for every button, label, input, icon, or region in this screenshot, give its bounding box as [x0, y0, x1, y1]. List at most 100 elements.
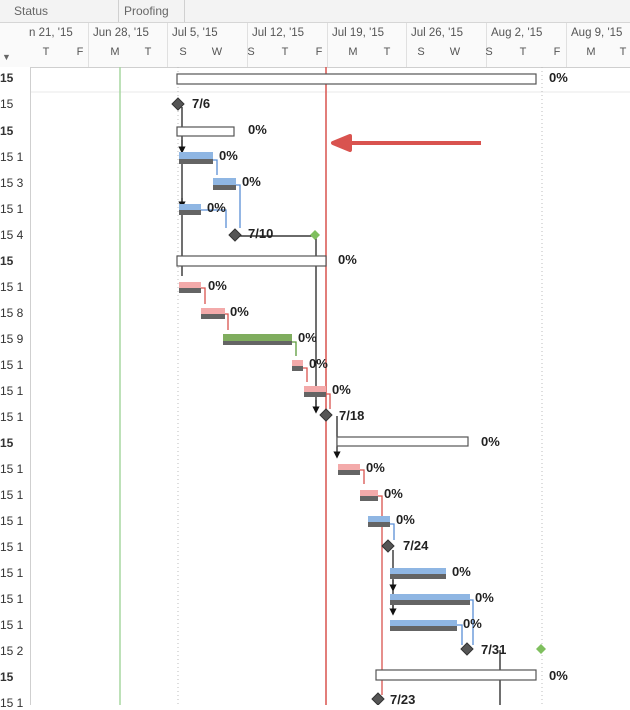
row-id[interactable]: 15 1	[0, 540, 24, 554]
timescale[interactable]: n 21, '15 Jun 28, '15 Jul 5, '15 Jul 12,…	[0, 23, 630, 68]
task-bar-blue[interactable]	[390, 620, 457, 626]
row-id[interactable]: 15	[0, 124, 14, 138]
summary-bar[interactable]	[336, 436, 469, 447]
row-id[interactable]: 15 1	[0, 592, 24, 606]
row-id[interactable]: 15 9	[0, 332, 24, 346]
task-bar-pink[interactable]	[179, 282, 201, 288]
chevron-down-icon[interactable]: ▼	[2, 52, 11, 62]
progress-bar	[390, 574, 446, 579]
task-bar-pink[interactable]	[338, 464, 360, 470]
row-id[interactable]: 15 2	[0, 644, 24, 658]
milestone-date: 7/24	[403, 538, 429, 553]
day-label: M	[110, 46, 120, 58]
row-id[interactable]: 15 1	[0, 618, 24, 632]
row-id[interactable]: 15 3	[0, 176, 24, 190]
task-bar-pink[interactable]	[304, 386, 326, 392]
deadline-marker[interactable]	[310, 230, 320, 240]
task-bar-blue[interactable]	[390, 594, 470, 600]
row-id[interactable]: 15 1	[0, 488, 24, 502]
summary-percent: 0%	[549, 70, 568, 85]
row-id[interactable]: 15 1	[0, 410, 24, 424]
summary-bar[interactable]	[375, 669, 537, 681]
deadline-marker[interactable]	[536, 644, 546, 654]
row-id[interactable]: 15 1	[0, 280, 24, 294]
dependency-line	[225, 313, 229, 330]
row-id[interactable]: 15 1	[0, 358, 24, 372]
row-id[interactable]: 15	[0, 71, 14, 85]
column-divider[interactable]	[118, 0, 119, 22]
summary-percent: 0%	[481, 434, 500, 449]
task-bar-green[interactable]	[223, 334, 292, 341]
day-label: S	[179, 46, 187, 58]
dependency-line	[378, 495, 383, 512]
dependency-line	[470, 599, 474, 645]
milestone-diamond[interactable]	[319, 408, 333, 422]
column-divider[interactable]	[184, 0, 185, 22]
row-id[interactable]: 15	[0, 97, 14, 111]
task-bar-blue[interactable]	[179, 204, 201, 210]
task-percent: 0%	[463, 616, 482, 631]
progress-bar	[179, 288, 201, 293]
milestone-date: 7/31	[481, 642, 506, 657]
milestone-diamond[interactable]	[228, 228, 242, 242]
progress-bar	[390, 626, 457, 631]
dependency-line	[303, 367, 308, 382]
row-id[interactable]: 15 1	[0, 514, 24, 528]
day-label: T	[144, 46, 152, 58]
week-label: Jul 19, '15	[332, 27, 385, 39]
task-percent: 0%	[332, 382, 351, 397]
milestone-diamond[interactable]	[460, 642, 474, 656]
row-id[interactable]: 15 1	[0, 150, 24, 164]
day-label: T	[383, 46, 391, 58]
progress-bar	[338, 470, 360, 475]
day-label: M	[586, 46, 596, 58]
task-percent: 0%	[242, 174, 261, 189]
status-column-header[interactable]: Status	[14, 4, 49, 18]
row-id[interactable]: 15 1	[0, 462, 24, 476]
week-label: Jul 12, '15	[252, 27, 305, 39]
task-percent: 0%	[309, 356, 328, 371]
week-label: Jun 28, '15	[93, 27, 149, 39]
milestone-diamond[interactable]	[171, 97, 185, 111]
summary-bar[interactable]	[176, 73, 537, 85]
annotation-arrow	[331, 134, 481, 152]
dependency-line	[201, 209, 227, 228]
summary-bar[interactable]	[176, 255, 327, 267]
row-id[interactable]: 15 1	[0, 384, 24, 398]
day-label: S	[485, 46, 493, 58]
row-id[interactable]: 15	[0, 254, 14, 268]
task-bar-blue[interactable]	[179, 152, 213, 159]
task-percent: 0%	[384, 486, 403, 501]
row-id[interactable]: 15 8	[0, 306, 24, 320]
day-label: T	[619, 46, 627, 58]
proofing-column-header[interactable]: Proofing	[124, 4, 169, 18]
task-bar-pink[interactable]	[360, 490, 378, 496]
week-label: Aug 9, '15	[571, 27, 623, 39]
week-label: Jul 5, '15	[172, 27, 218, 39]
milestone-diamond[interactable]	[371, 692, 385, 705]
day-label: F	[76, 46, 84, 58]
milestone-diamond[interactable]	[381, 539, 395, 553]
task-percent: 0%	[475, 590, 494, 605]
task-bar-blue[interactable]	[390, 568, 446, 574]
day-label: T	[519, 46, 527, 58]
row-id[interactable]: 15	[0, 436, 14, 450]
task-bar-blue[interactable]	[368, 516, 390, 522]
milestone-date: 7/18	[339, 408, 364, 423]
summary-percent: 0%	[549, 668, 568, 683]
row-id[interactable]: 15 4	[0, 228, 24, 242]
task-bar-pink[interactable]	[201, 308, 225, 314]
task-percent: 0%	[396, 512, 415, 527]
task-bar-pink[interactable]	[292, 360, 303, 366]
progress-bar	[179, 210, 201, 215]
day-label: F	[553, 46, 561, 58]
task-percent: 0%	[298, 330, 317, 345]
week-label: Aug 2, '15	[491, 27, 543, 39]
task-bar-blue[interactable]	[213, 178, 236, 185]
task-percent: 0%	[452, 564, 471, 579]
row-id[interactable]: 15 1	[0, 566, 24, 580]
summary-bar[interactable]	[176, 126, 235, 137]
row-id[interactable]: 15	[0, 670, 14, 684]
row-id[interactable]: 15 1	[0, 202, 24, 216]
progress-bar	[213, 185, 236, 190]
